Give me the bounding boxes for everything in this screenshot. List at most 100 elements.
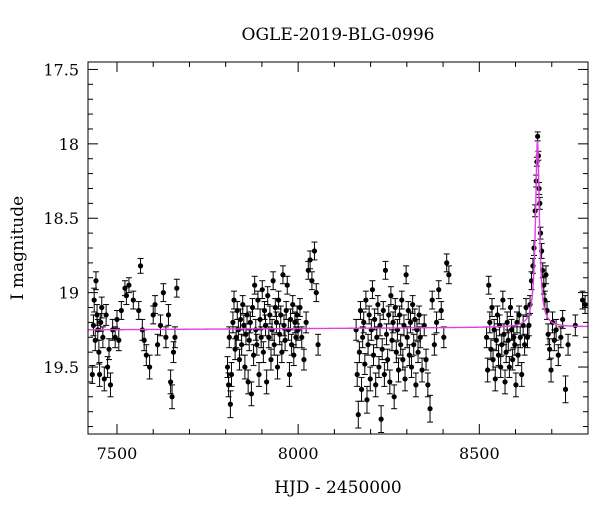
data-point bbox=[443, 253, 450, 273]
data-point bbox=[433, 311, 440, 334]
data-point bbox=[572, 314, 579, 337]
data-point bbox=[360, 311, 367, 334]
y-tick-label: 18 bbox=[59, 135, 79, 154]
y-tick-labels: 17.5 18 18.5 19 19.5 bbox=[43, 60, 79, 377]
data-point bbox=[296, 298, 303, 317]
data-point bbox=[146, 354, 153, 380]
data-point bbox=[277, 305, 284, 325]
data-point bbox=[98, 296, 105, 319]
data-point bbox=[438, 301, 445, 320]
data-point bbox=[358, 376, 365, 402]
data-point bbox=[385, 305, 392, 325]
data-point bbox=[281, 314, 288, 337]
data-point bbox=[274, 354, 281, 380]
data-point bbox=[392, 298, 399, 317]
data-point bbox=[96, 362, 103, 387]
data-point bbox=[484, 357, 491, 383]
data-point bbox=[509, 348, 516, 371]
data-point bbox=[271, 333, 278, 356]
data-point bbox=[378, 405, 385, 434]
data-point bbox=[253, 333, 260, 356]
data-point bbox=[355, 400, 362, 429]
data-point bbox=[229, 311, 236, 334]
data-point bbox=[89, 365, 96, 384]
data-point bbox=[557, 326, 564, 349]
data-point bbox=[287, 308, 294, 331]
data-point bbox=[241, 354, 248, 380]
data-point bbox=[545, 323, 552, 346]
data-point bbox=[387, 286, 394, 306]
data-point bbox=[377, 314, 384, 337]
data-point bbox=[125, 277, 132, 294]
data-point bbox=[94, 304, 101, 326]
data-point bbox=[548, 357, 555, 383]
data-point bbox=[521, 333, 528, 356]
data-point bbox=[542, 265, 549, 285]
y-tick-label: 18.5 bbox=[43, 209, 79, 228]
data-point bbox=[101, 366, 108, 392]
data-point bbox=[228, 362, 235, 387]
data-point bbox=[260, 341, 267, 364]
data-point bbox=[375, 356, 382, 378]
data-point bbox=[311, 241, 318, 261]
data-point bbox=[398, 290, 405, 310]
data-point bbox=[264, 286, 271, 306]
data-point bbox=[546, 338, 553, 361]
data-point bbox=[224, 356, 231, 378]
data-point bbox=[95, 339, 102, 365]
data-point bbox=[382, 260, 389, 280]
data-point bbox=[118, 301, 125, 320]
data-point bbox=[237, 308, 244, 331]
data-point bbox=[485, 275, 492, 295]
data-point bbox=[529, 257, 536, 274]
data-point bbox=[266, 305, 273, 325]
data-point bbox=[555, 344, 562, 367]
data-point bbox=[367, 366, 374, 392]
data-point bbox=[381, 362, 388, 387]
data-point bbox=[483, 326, 490, 349]
data-point bbox=[154, 333, 161, 356]
x-tick-labels: 7500 8000 8500 bbox=[97, 444, 500, 463]
data-point bbox=[113, 309, 120, 329]
data-point bbox=[234, 301, 241, 320]
data-point bbox=[415, 341, 422, 364]
data-point bbox=[308, 271, 315, 291]
data-point bbox=[386, 369, 393, 395]
data-point bbox=[289, 295, 296, 314]
data-point bbox=[103, 304, 110, 326]
data-point bbox=[167, 369, 174, 395]
data-points bbox=[89, 131, 589, 434]
data-point bbox=[579, 290, 586, 310]
data-point bbox=[259, 280, 266, 300]
data-point bbox=[249, 298, 256, 317]
data-point bbox=[315, 333, 322, 356]
data-point bbox=[408, 356, 415, 378]
data-point bbox=[403, 265, 410, 285]
data-point bbox=[393, 341, 400, 364]
data-point bbox=[90, 314, 97, 337]
data-point bbox=[246, 329, 253, 352]
data-point bbox=[423, 348, 430, 371]
data-point bbox=[157, 314, 164, 337]
data-point bbox=[372, 372, 379, 398]
data-point bbox=[511, 333, 518, 356]
data-point bbox=[356, 341, 363, 364]
data-point bbox=[173, 278, 180, 298]
data-point bbox=[106, 338, 113, 361]
data-point bbox=[256, 362, 263, 387]
data-point bbox=[553, 318, 560, 341]
data-point bbox=[491, 318, 498, 341]
data-point bbox=[171, 326, 178, 349]
data-point bbox=[534, 131, 541, 142]
data-point bbox=[169, 384, 176, 410]
x-tick-label: 7500 bbox=[97, 444, 138, 463]
data-point bbox=[245, 369, 252, 395]
data-point bbox=[357, 301, 364, 320]
data-point bbox=[383, 323, 390, 346]
data-point bbox=[565, 333, 572, 356]
data-point bbox=[416, 305, 423, 325]
data-point bbox=[226, 326, 233, 349]
data-point bbox=[258, 326, 265, 349]
data-point bbox=[499, 290, 506, 310]
data-point bbox=[298, 326, 305, 349]
